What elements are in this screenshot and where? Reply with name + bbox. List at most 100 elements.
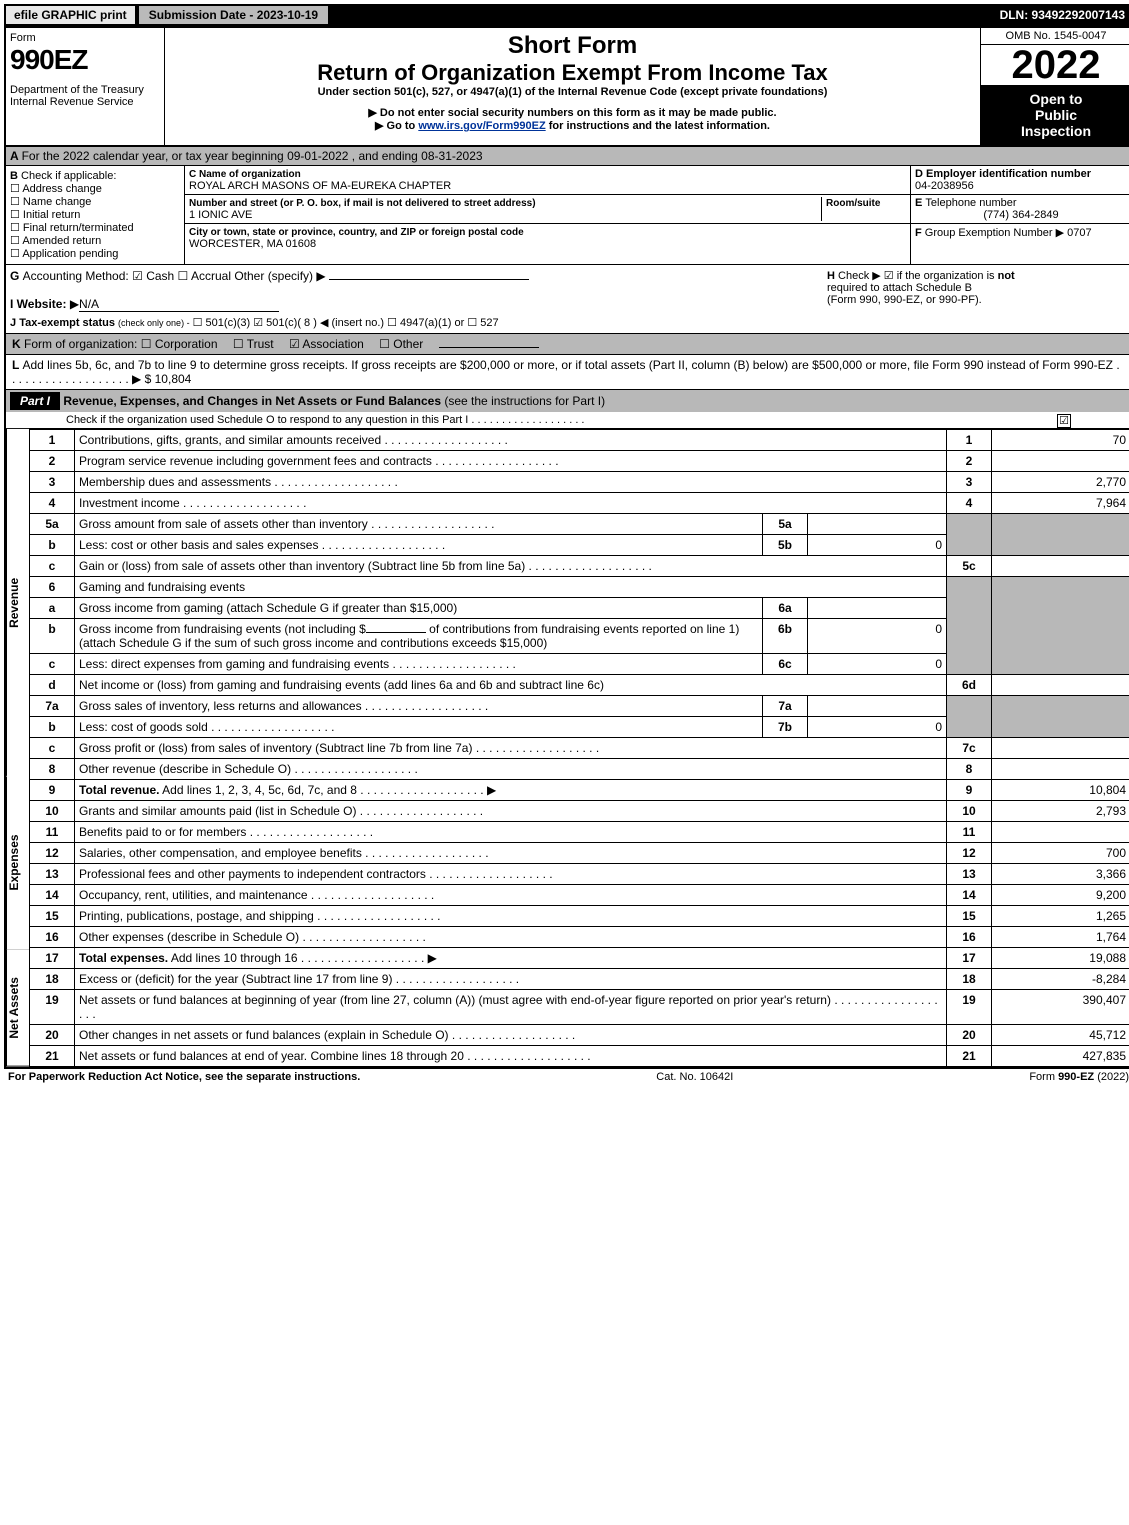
line7b-subval: 0 [808,717,947,738]
line7a-subval [808,696,947,717]
line17-desc2: Add lines 10 through 16 [168,951,297,965]
line-15: 15Printing, publications, postage, and s… [30,906,1129,927]
irs-label: Internal Revenue Service [10,96,160,108]
header-center: Short Form Return of Organization Exempt… [165,28,980,145]
line5c-val [992,556,1129,577]
part1-body: Revenue Expenses Net Assets 1Contributio… [4,429,1129,1067]
check-assoc[interactable] [289,337,302,351]
line6d-desc: Net income or (loss) from gaming and fun… [79,678,604,692]
check-address-change[interactable] [10,183,22,195]
l-arrow: ▶ [132,372,141,386]
dln-label: DLN: 93492292007143 [1000,8,1129,22]
i-label: Website: [17,297,67,311]
dept-treasury: Department of the Treasury [10,84,160,96]
donot-enter: Do not enter social security numbers on … [169,106,976,119]
line17-val: 19,088 [992,948,1129,969]
check-other-org[interactable] [379,337,393,351]
section-a-text: For the 2022 calendar year, or tax year … [22,149,483,163]
line7b-desc: Less: cost of goods sold [79,720,208,734]
header-left: Form 990EZ Department of the Treasury In… [6,28,165,145]
line6b-desc-pre: Gross income from fundraising events (no… [79,622,366,636]
line-6: 6Gaming and fundraising events [30,577,1129,598]
line13-val: 3,366 [992,864,1129,885]
k-label: Form of organization: [24,337,137,351]
check-501c[interactable] [253,317,266,329]
line11-val [992,822,1129,843]
line-12: 12Salaries, other compensation, and empl… [30,843,1129,864]
check-name-change[interactable] [10,196,23,208]
line5a-desc: Gross amount from sale of assets other t… [79,517,368,531]
line6a-sub: 6a [763,598,808,619]
line5b-sub: 5b [763,535,808,556]
check-cash[interactable] [132,269,146,283]
line-6d: dNet income or (loss) from gaming and fu… [30,675,1129,696]
revenue-vlabel: Revenue [6,429,29,776]
section-l: L Add lines 5b, 6c, and 7b to line 9 to … [4,355,1129,390]
check-501c3[interactable] [193,317,206,329]
g-label: Accounting Method: [23,269,129,283]
e-label: Telephone number [925,197,1016,209]
section-def: D Employer identification number 04-2038… [910,166,1129,264]
k-trust: Trust [247,337,274,351]
line-7c: cGross profit or (loss) from sales of in… [30,738,1129,759]
line1-desc: Contributions, gifts, grants, and simila… [79,433,381,447]
part1-title: Revenue, Expenses, and Changes in Net As… [63,394,441,408]
line-7a: 7aGross sales of inventory, less returns… [30,696,1129,717]
g-accrual: Accrual [191,269,231,283]
line7a-desc: Gross sales of inventory, less returns a… [79,699,362,713]
line15-desc: Printing, publications, postage, and shi… [79,909,314,923]
part1-sub: (see the instructions for Part I) [444,394,605,408]
efile-print-button[interactable]: efile GRAPHIC print [6,6,135,24]
check-527[interactable] [467,317,480,329]
opt-initial: Initial return [23,209,80,221]
k-other: Other [393,337,423,351]
line6c-subval: 0 [808,654,947,675]
footer: For Paperwork Reduction Act Notice, see … [4,1067,1129,1085]
h-text1: Check ▶ [838,270,881,282]
j-o3: 4947(a)(1) or [400,317,464,329]
line-18: 18Excess or (deficit) for the year (Subt… [30,969,1129,990]
irs-link[interactable]: www.irs.gov/Form990EZ [418,120,545,132]
line10-desc: Grants and similar amounts paid (list in… [79,804,356,818]
line7b-sub: 7b [763,717,808,738]
part1-checkbox[interactable]: ☑ [1057,414,1071,428]
check-application[interactable] [10,248,22,260]
opt-name: Name change [23,196,92,208]
line20-desc: Other changes in net assets or fund bala… [79,1028,449,1042]
opt-amended: Amended return [22,235,101,247]
section-ghi: G Accounting Method: Cash Accrual Other … [4,265,1129,334]
line-2: 2Program service revenue including gover… [30,451,1129,472]
open-line1: Open to [983,91,1129,107]
open-line3: Inspection [983,123,1129,139]
line16-desc: Other expenses (describe in Schedule O) [79,930,299,944]
line4-desc: Investment income [79,496,180,510]
check-amended[interactable] [10,235,22,247]
j-sub: (check only one) - [118,318,190,328]
line3-val: 2,770 [992,472,1129,493]
opt-application: Application pending [22,248,118,260]
check-trust[interactable] [233,337,247,351]
goto-pre: Go to [375,120,418,132]
check-initial-return[interactable] [10,209,23,221]
j-o1: 501(c)(3) [206,317,251,329]
line-13: 13Professional fees and other payments t… [30,864,1129,885]
check-accrual[interactable] [178,269,191,283]
line-5c: cGain or (loss) from sale of assets othe… [30,556,1129,577]
k-other-blank [439,347,539,348]
line-8: 8Other revenue (describe in Schedule O)8 [30,759,1129,780]
check-h[interactable] [884,270,897,282]
section-bcd: B Check if applicable: Address change Na… [4,166,1129,265]
section-b: B Check if applicable: Address change Na… [6,166,185,264]
line15-val: 1,265 [992,906,1129,927]
part1-header: Part I Revenue, Expenses, and Changes in… [4,390,1129,429]
line5a-subval [808,514,947,535]
h-not: not [998,270,1015,282]
line8-desc: Other revenue (describe in Schedule O) [79,762,291,776]
check-corp[interactable] [141,337,155,351]
line12-val: 700 [992,843,1129,864]
check-4947[interactable] [387,317,400,329]
footer-right-post: (2022) [1094,1071,1129,1083]
k-corp: Corporation [155,337,218,351]
check-final-return[interactable] [10,222,23,234]
k-assoc: Association [302,337,363,351]
